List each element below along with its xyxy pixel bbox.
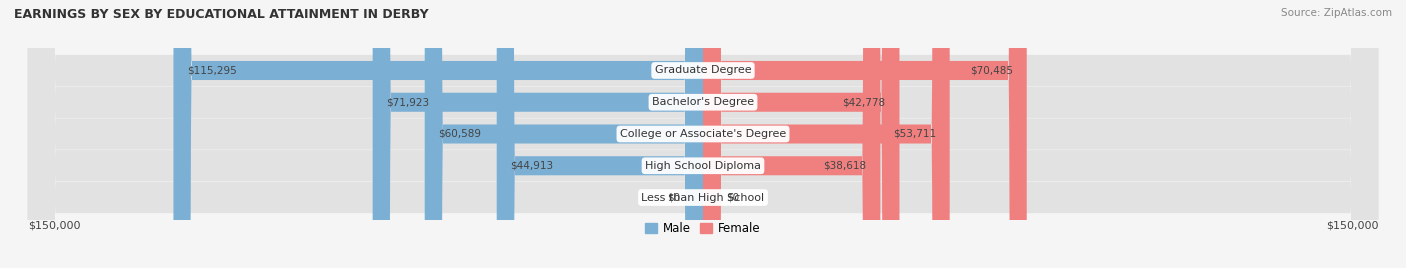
Text: College or Associate's Degree: College or Associate's Degree [620,129,786,139]
FancyBboxPatch shape [28,0,1378,268]
FancyBboxPatch shape [703,0,900,268]
Legend: Male, Female: Male, Female [641,217,765,240]
Text: $150,000: $150,000 [28,221,80,231]
Text: $71,923: $71,923 [387,97,430,107]
Text: $150,000: $150,000 [1326,221,1378,231]
FancyBboxPatch shape [28,0,1378,268]
Text: $44,913: $44,913 [510,161,554,171]
Text: Graduate Degree: Graduate Degree [655,65,751,76]
Text: $0: $0 [725,192,740,203]
FancyBboxPatch shape [28,0,1378,268]
Text: $42,778: $42,778 [842,97,886,107]
Text: $115,295: $115,295 [187,65,238,76]
Text: $60,589: $60,589 [439,129,481,139]
Text: EARNINGS BY SEX BY EDUCATIONAL ATTAINMENT IN DERBY: EARNINGS BY SEX BY EDUCATIONAL ATTAINMEN… [14,8,429,21]
Text: Source: ZipAtlas.com: Source: ZipAtlas.com [1281,8,1392,18]
Text: $0: $0 [666,192,681,203]
FancyBboxPatch shape [28,0,1378,268]
Text: $38,618: $38,618 [824,161,866,171]
Text: Less than High School: Less than High School [641,192,765,203]
FancyBboxPatch shape [28,0,1378,268]
FancyBboxPatch shape [373,0,703,268]
FancyBboxPatch shape [703,0,1026,268]
FancyBboxPatch shape [425,0,703,268]
FancyBboxPatch shape [496,0,703,268]
FancyBboxPatch shape [173,0,703,268]
Text: $70,485: $70,485 [970,65,1012,76]
Text: High School Diploma: High School Diploma [645,161,761,171]
Text: Bachelor's Degree: Bachelor's Degree [652,97,754,107]
FancyBboxPatch shape [703,0,949,268]
Text: $53,711: $53,711 [893,129,936,139]
FancyBboxPatch shape [703,0,880,268]
